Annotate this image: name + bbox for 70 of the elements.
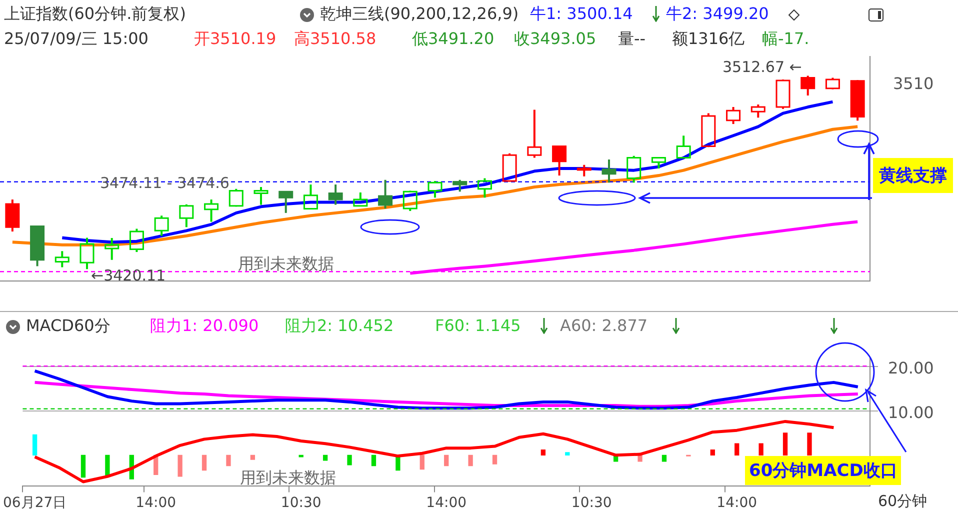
x-tick-label: 10:30 [571,495,612,512]
annotation: 3474.11 - 3474.6 [100,174,230,192]
bar [298,454,304,458]
bar [105,454,110,476]
x-tick-label: 14:00 [716,495,758,512]
text: 25/07/09/三 15:00 [4,29,148,50]
text: 乾坤三线(90,200,12,26,9) [320,4,519,25]
candlestick [104,236,120,261]
bar [734,443,740,456]
chart-title: 上证指数(60分钟.前复权) [4,4,186,25]
candlestick [353,191,368,207]
bar [420,454,424,470]
text: 牛1: 3500.14 [530,4,633,25]
x-tick-label: 14:00 [426,495,467,512]
bar [565,452,570,456]
candlestick [527,108,542,159]
bar [178,454,182,477]
text: 量-- [618,29,646,50]
x-tick-label: 10:30 [280,495,322,512]
text: 开3510.19 [194,29,276,50]
bar [322,454,328,461]
annotation: 60分钟MACD收口 [745,456,902,485]
bar [226,454,231,466]
text: 收3493.05 [514,29,596,50]
candlestick [80,236,94,270]
text: 低3491.20 [412,29,494,50]
x-tick-label: 06月27日 [2,495,67,512]
bar [371,454,376,466]
annotation: 3512.67 ← [722,58,802,76]
bar [662,454,667,462]
chart-title: MACD60分 [26,316,110,337]
x-tick-label: 14:00 [136,495,176,512]
candlestick [576,164,592,178]
candlestick [676,134,691,159]
candlestick [54,250,70,268]
y-tick-label: 20.00 [888,358,934,378]
annotation: 用到未来数据 [238,254,334,275]
bar [807,432,812,456]
bar [638,454,642,462]
text: A60: 2.877 [560,316,648,335]
text: 黄线支撑 [873,158,953,193]
annotation: 用到未来数据 [240,468,336,489]
annotation: ←3420.11 [91,266,166,284]
text: 阻力2: 10.452 [285,316,394,337]
bar [202,454,207,471]
bar [782,432,788,456]
bar [492,454,498,464]
candlestick [303,184,318,210]
bar [468,454,473,466]
text: 牛2: 3499.20 [666,4,769,25]
bar [347,454,352,466]
text: 60分钟 [878,492,928,511]
bar [444,454,449,466]
candlestick [179,203,194,228]
bar [32,434,38,456]
text: 高3510.58 [294,29,376,50]
text: 3510 [893,74,934,93]
bar [758,443,764,456]
text: 阻力1: 20.090 [150,316,259,337]
candlestick [477,177,492,199]
bar [80,454,86,478]
text: 额1316亿 [672,29,745,50]
candlestick [254,186,268,206]
bar [710,450,715,456]
bar [540,450,546,456]
y-tick-label: 10.00 [888,402,934,422]
text: F60: 1.145 [435,316,521,335]
candlestick [204,198,219,223]
text: 幅-17. [762,29,810,50]
bar [250,454,256,460]
